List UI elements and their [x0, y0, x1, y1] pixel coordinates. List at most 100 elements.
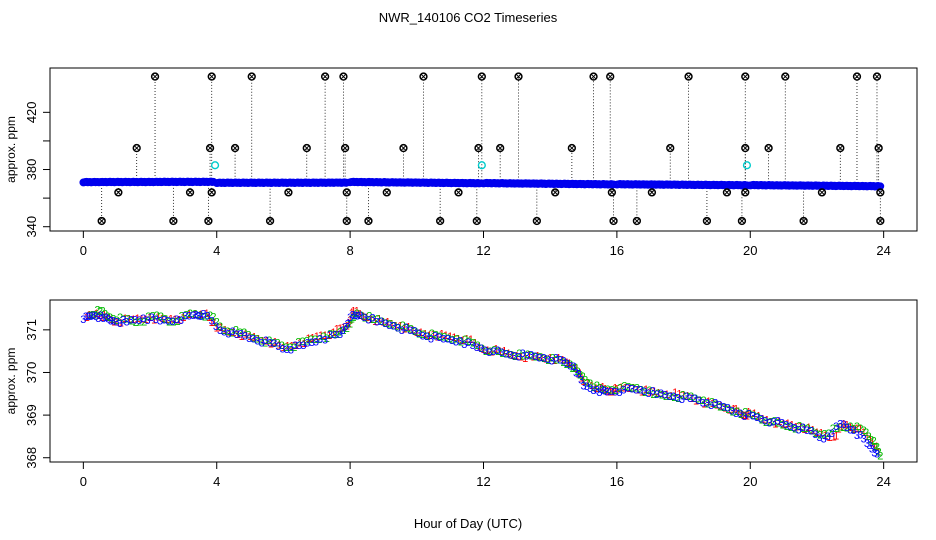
bottom-series-2-marker: 2: [545, 355, 551, 367]
top-flagged-point: [210, 161, 220, 170]
top-outlier-cross: [322, 74, 328, 79]
bottom-series-1-marker: 1: [714, 399, 720, 411]
bottom-series-1-marker: 1: [605, 386, 611, 398]
bottom-series-1-marker: 1: [681, 390, 687, 402]
bottom-series-1-marker: 1: [736, 406, 742, 418]
top-outlier-point: [207, 188, 216, 197]
bottom-series-2-marker: 2: [594, 380, 600, 392]
bottom-series-1-marker: 1: [651, 386, 657, 398]
bottom-series-2-marker: 2: [634, 382, 640, 394]
bottom-series-1-marker: 1: [693, 395, 699, 407]
bottom-series-2-marker: 2: [258, 335, 264, 347]
bottom-series-3-marker: 3: [337, 329, 343, 341]
bottom-series-3-marker: 3: [288, 344, 294, 356]
bottom-series-2-marker: 2: [462, 334, 468, 346]
bottom-series-1-marker: 1: [192, 309, 198, 321]
bottom-series-3-marker: 3: [284, 344, 290, 356]
bottom-series-2-marker: 2: [283, 342, 289, 354]
bottom-series-1-marker: 1: [756, 411, 762, 423]
bottom-series-3-marker: 3: [110, 315, 116, 327]
bottom-series-3-marker: 3: [754, 412, 760, 424]
top-outlier-point: [114, 188, 123, 197]
bottom-series-3-marker: 3: [124, 316, 130, 328]
bottom-series-3-marker: 3: [374, 316, 380, 328]
top-outlier-point: [399, 143, 408, 153]
bottom-series-3-marker: 3: [415, 328, 421, 340]
bottom-series-3-marker: 3: [580, 380, 586, 392]
top-outlier-point: [302, 143, 311, 153]
bottom-series-3-marker: 3: [553, 353, 559, 365]
bottom-series-3-marker: 3: [313, 337, 319, 349]
top-outlier-cross: [569, 145, 575, 151]
bottom-series-1-marker: 1: [251, 331, 257, 343]
bottom-y-tick-label: 368: [24, 447, 39, 469]
bottom-series-1-marker: 1: [476, 341, 482, 353]
top-outlier-cross: [207, 145, 213, 151]
bottom-series-1-marker: 1: [768, 416, 774, 428]
bottom-series-1-marker: 1: [801, 424, 807, 436]
bottom-series-2-marker: 2: [701, 395, 707, 407]
bottom-series-2-marker: 2: [742, 406, 748, 418]
bottom-y-tick-label: 369: [24, 404, 39, 426]
bottom-series-2-marker: 2: [416, 329, 422, 341]
bottom-series-2-marker: 2: [241, 327, 247, 339]
bottom-series-3-marker: 3: [771, 417, 777, 429]
bottom-series-3-marker: 3: [861, 434, 867, 446]
bottom-x-tick-label: 20: [743, 474, 757, 489]
bottom-series-2-marker: 2: [857, 423, 863, 435]
top-outlier-point: [764, 143, 773, 153]
bottom-series-3-marker: 3: [149, 312, 155, 324]
bottom-series-1-marker: 1: [426, 330, 432, 342]
bottom-series-1-marker: 1: [106, 312, 112, 324]
bottom-x-tick-label: 8: [346, 474, 353, 489]
bottom-series-3-marker: 3: [573, 367, 579, 379]
bottom-series-2-marker: 2: [340, 325, 346, 337]
bottom-series-3-marker: 3: [186, 310, 192, 322]
bottom-series-3-marker: 3: [327, 330, 333, 342]
top-outlier-cross: [342, 145, 348, 151]
bottom-series-3-marker: 3: [708, 400, 714, 412]
bottom-series-3-marker: 3: [762, 415, 768, 427]
bottom-series-2-marker: 2: [692, 393, 698, 405]
bottom-series-3-marker: 3: [474, 342, 480, 354]
bottom-series-3-marker: 3: [596, 387, 602, 399]
bottom-series-1-marker: 1: [647, 387, 653, 399]
bottom-series-1-marker: 1: [104, 312, 110, 324]
bottom-series-3-marker: 3: [292, 340, 298, 352]
top-outlier-point: [684, 72, 693, 81]
top-outlier-cross: [341, 74, 346, 79]
top-outlier-cross: [516, 74, 521, 79]
bottom-series-2-marker: 2: [124, 314, 130, 326]
bottom-series-2-marker: 2: [625, 381, 631, 393]
bottom-series-3-marker: 3: [428, 333, 434, 345]
bottom-series-2-marker: 2: [796, 420, 802, 432]
bottom-series-1-marker: 1: [672, 387, 678, 399]
bottom-series-3-marker: 3: [616, 387, 622, 399]
bottom-series-2-marker: 2: [868, 435, 874, 447]
bottom-series-1-marker: 1: [741, 410, 747, 422]
top-outlier-cross: [801, 218, 806, 224]
bottom-series-1-marker: 1: [159, 313, 165, 325]
bottom-series-2-marker: 2: [763, 417, 769, 429]
bottom-series-3-marker: 3: [532, 351, 538, 363]
bottom-series-3-marker: 3: [234, 329, 240, 341]
bottom-series-2-marker: 2: [817, 429, 823, 441]
bottom-series-3-marker: 3: [629, 384, 635, 396]
bottom-series-2-marker: 2: [597, 382, 603, 394]
bottom-series-2-marker: 2: [262, 338, 268, 350]
bottom-series-3-marker: 3: [641, 386, 647, 398]
bottom-series-2-marker: 2: [141, 316, 147, 328]
bottom-series-3-marker: 3: [478, 343, 484, 355]
bottom-series-1-marker: 1: [676, 388, 682, 400]
top-outlier-point: [150, 72, 160, 81]
bottom-series-3-marker: 3: [854, 430, 860, 442]
bottom-series-2-marker: 2: [266, 335, 272, 347]
bottom-series-3-marker: 3: [700, 397, 706, 409]
bottom-series-2-marker: 2: [408, 323, 414, 335]
bottom-series-1-marker: 1: [101, 309, 107, 321]
top-outlier-cross: [591, 74, 596, 79]
bottom-series-3-marker: 3: [120, 315, 126, 327]
bottom-series-3-marker: 3: [230, 326, 236, 338]
bottom-series-3-marker: 3: [841, 419, 847, 431]
